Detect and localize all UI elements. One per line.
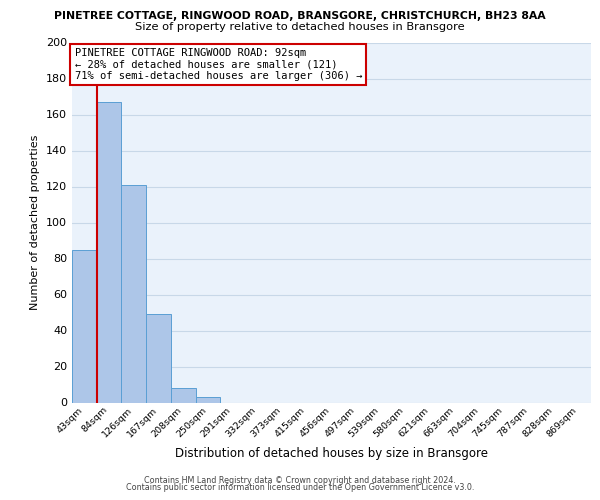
Y-axis label: Number of detached properties: Number of detached properties: [31, 135, 40, 310]
Text: Contains HM Land Registry data © Crown copyright and database right 2024.: Contains HM Land Registry data © Crown c…: [144, 476, 456, 485]
Text: Size of property relative to detached houses in Bransgore: Size of property relative to detached ho…: [135, 22, 465, 32]
Text: PINETREE COTTAGE RINGWOOD ROAD: 92sqm
← 28% of detached houses are smaller (121): PINETREE COTTAGE RINGWOOD ROAD: 92sqm ← …: [74, 48, 362, 81]
Bar: [196, 397, 220, 402]
Bar: [97, 102, 121, 403]
X-axis label: Distribution of detached houses by size in Bransgore: Distribution of detached houses by size …: [175, 447, 488, 460]
Bar: [121, 184, 146, 402]
Text: Contains public sector information licensed under the Open Government Licence v3: Contains public sector information licen…: [126, 484, 474, 492]
Text: PINETREE COTTAGE, RINGWOOD ROAD, BRANSGORE, CHRISTCHURCH, BH23 8AA: PINETREE COTTAGE, RINGWOOD ROAD, BRANSGO…: [54, 11, 546, 21]
Bar: [146, 314, 171, 402]
Bar: [72, 250, 97, 402]
Bar: [171, 388, 196, 402]
